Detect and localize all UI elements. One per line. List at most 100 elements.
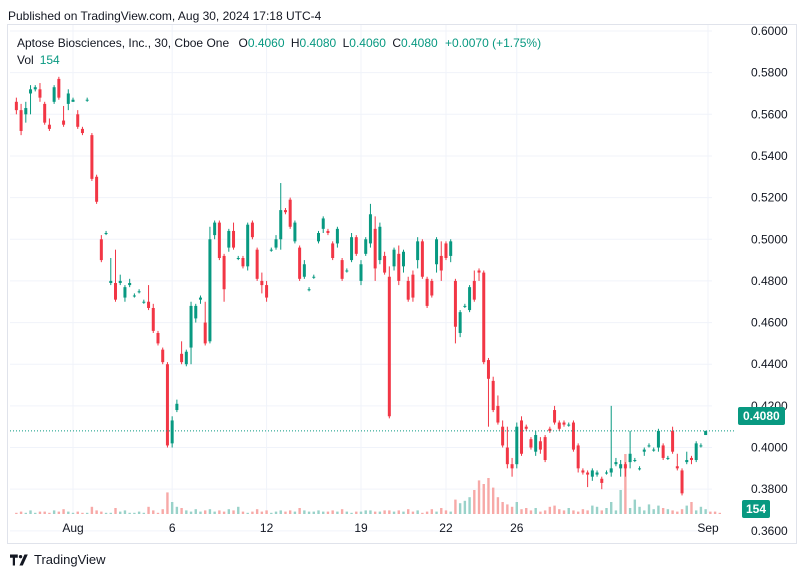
footer-brand[interactable]: TradingView bbox=[34, 552, 106, 567]
volume-bar bbox=[444, 510, 448, 514]
volume-bar bbox=[156, 512, 160, 514]
candle-body bbox=[331, 243, 335, 259]
y-tick-label: 0.5400 bbox=[751, 149, 788, 163]
candle-body bbox=[165, 364, 169, 446]
y-tick-label: 0.5200 bbox=[751, 191, 788, 205]
candle-body bbox=[590, 470, 594, 477]
candle-body bbox=[354, 237, 358, 254]
volume-bar bbox=[90, 506, 94, 514]
volume-bar bbox=[222, 511, 226, 514]
candle-body bbox=[71, 99, 75, 102]
volume-bar bbox=[270, 512, 273, 514]
volume-bar bbox=[170, 502, 174, 514]
volume-bar bbox=[496, 497, 500, 514]
volume-bar bbox=[694, 510, 698, 514]
candle-body bbox=[213, 222, 217, 236]
volume-bar bbox=[288, 510, 292, 514]
volume-bar bbox=[586, 510, 589, 514]
candle-body bbox=[548, 428, 552, 431]
candle-body bbox=[85, 99, 89, 101]
candle-body bbox=[293, 222, 297, 242]
volume-bar bbox=[284, 511, 287, 514]
candle-body bbox=[62, 120, 66, 125]
volume-bar bbox=[199, 511, 202, 514]
candle-body bbox=[269, 249, 273, 251]
candle-body bbox=[675, 466, 679, 469]
candle-body bbox=[647, 445, 651, 447]
volume-value: 154 bbox=[39, 53, 60, 67]
candle-body bbox=[14, 101, 18, 111]
candle-body bbox=[449, 241, 453, 256]
volume-bar bbox=[322, 511, 325, 514]
candle-body bbox=[236, 258, 240, 260]
candle-body bbox=[359, 264, 363, 281]
volume-bar bbox=[378, 511, 382, 514]
volume-bar bbox=[661, 508, 665, 514]
volume-bar bbox=[468, 497, 471, 514]
volume-bar bbox=[175, 506, 179, 514]
volume-bar bbox=[137, 511, 141, 514]
candle-body bbox=[571, 422, 575, 450]
volume-bar bbox=[506, 504, 509, 514]
candle-body bbox=[33, 87, 37, 90]
x-tick-label: Aug bbox=[62, 521, 83, 535]
volume-label: Vol bbox=[17, 53, 34, 67]
published-note: Published on TradingView.com, Aug 30, 20… bbox=[8, 9, 322, 23]
volume-bar bbox=[227, 509, 231, 514]
volume-bar bbox=[208, 509, 212, 514]
low-value: 0.4060 bbox=[349, 36, 386, 50]
candle-body bbox=[534, 435, 538, 452]
volume-bar bbox=[345, 511, 349, 514]
candle-body bbox=[619, 464, 623, 469]
volume-bar bbox=[477, 480, 481, 514]
candle-body bbox=[656, 430, 660, 448]
close-value: 0.4080 bbox=[400, 36, 438, 50]
y-tick-label: 0.5800 bbox=[751, 66, 788, 80]
volume-bar bbox=[152, 510, 155, 514]
candle-body bbox=[543, 437, 547, 461]
volume-bar bbox=[331, 510, 334, 514]
candle-body bbox=[255, 249, 259, 279]
volume-bar bbox=[458, 503, 462, 514]
volume-bar bbox=[29, 510, 32, 514]
tradingview-logo-icon bbox=[10, 553, 28, 566]
candle-body bbox=[661, 445, 665, 458]
x-tick-label: 19 bbox=[354, 521, 368, 535]
volume-bar bbox=[161, 509, 164, 514]
candle-body bbox=[19, 110, 23, 131]
volume-bar bbox=[52, 510, 56, 514]
x-tick-label: Sep bbox=[697, 521, 719, 535]
candle-body bbox=[232, 230, 236, 248]
open-value: 0.4060 bbox=[247, 36, 285, 50]
candle-body bbox=[312, 276, 316, 278]
candle-body bbox=[156, 332, 160, 344]
volume-bar bbox=[704, 509, 707, 514]
candle-body bbox=[99, 239, 103, 261]
volume-bar bbox=[581, 509, 585, 514]
volume-bar bbox=[232, 510, 235, 514]
volume-bar bbox=[185, 510, 188, 514]
volume-bar bbox=[246, 512, 249, 514]
candle-body bbox=[217, 222, 221, 259]
volume-bar bbox=[312, 511, 315, 514]
candle-body bbox=[520, 420, 524, 454]
volume-bar bbox=[600, 510, 603, 514]
candle-body bbox=[458, 312, 462, 333]
candle-body bbox=[671, 430, 675, 452]
candle-body bbox=[397, 253, 401, 281]
candle-body bbox=[468, 287, 472, 311]
candle-body bbox=[623, 464, 627, 469]
chart-frame[interactable] bbox=[7, 24, 797, 544]
volume-bar bbox=[213, 511, 216, 514]
volume-bars bbox=[15, 454, 722, 514]
volume-bar bbox=[501, 502, 504, 514]
volume-bar bbox=[605, 508, 608, 514]
volume-bar bbox=[534, 508, 537, 514]
candle-body bbox=[392, 249, 396, 267]
volume-bar bbox=[359, 511, 363, 514]
volume-bar bbox=[548, 506, 552, 514]
high-label: H bbox=[290, 36, 300, 50]
volume-bar bbox=[104, 512, 108, 514]
candle-body bbox=[161, 349, 165, 363]
